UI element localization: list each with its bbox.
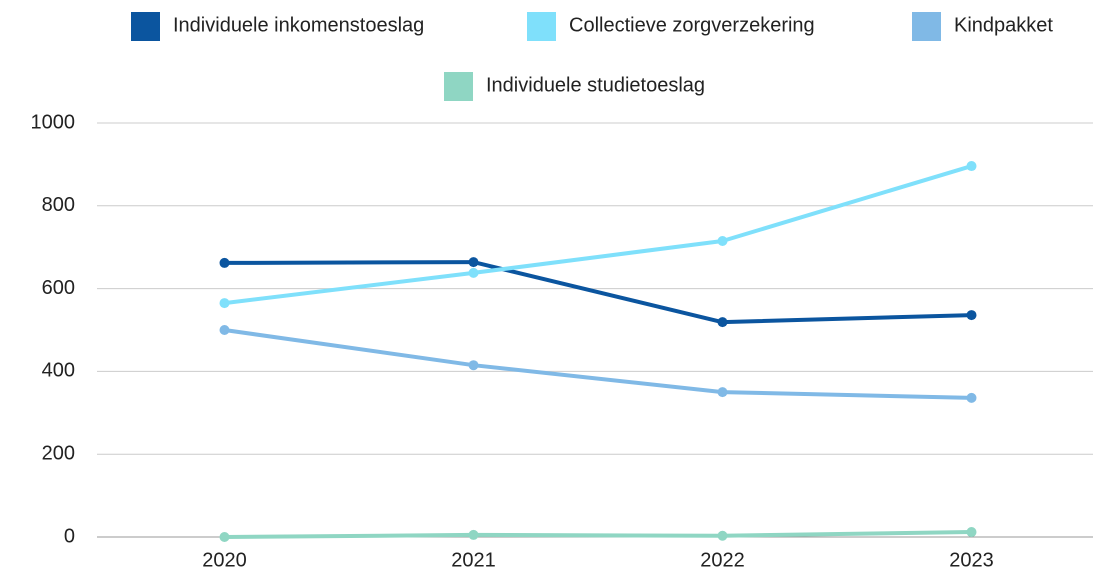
- data-point: [219, 257, 230, 268]
- x-tick-label: 2022: [700, 549, 745, 571]
- data-point: [468, 529, 479, 540]
- series-line: [224, 164, 973, 306]
- series-line: [224, 328, 972, 400]
- legend-label: Individuele inkomenstoeslag: [173, 14, 424, 36]
- y-tick-label: 1000: [31, 111, 76, 133]
- data-point: [468, 267, 479, 278]
- data-point: [966, 392, 977, 403]
- data-point: [219, 325, 230, 335]
- data-point: [468, 360, 479, 371]
- x-tick-label: 2020: [202, 549, 247, 571]
- data-point: [717, 387, 728, 398]
- x-tick-label: 2023: [949, 549, 994, 571]
- legend-label: Collectieve zorgverzekering: [569, 14, 815, 36]
- data-point: [966, 527, 977, 538]
- legend-label: Individuele studietoeslag: [486, 74, 705, 96]
- legend-swatch: [527, 12, 556, 41]
- y-tick-label: 800: [42, 194, 75, 216]
- series-line: [224, 260, 972, 325]
- data-point: [717, 235, 728, 246]
- data-point: [468, 257, 479, 268]
- x-tick-label: 2021: [451, 549, 496, 571]
- data-point: [717, 317, 728, 328]
- legend-swatch: [444, 72, 473, 101]
- data-point: [219, 532, 230, 542]
- data-point: [219, 298, 230, 309]
- series-line: [224, 530, 972, 539]
- data-point: [966, 310, 977, 321]
- data-point: [966, 161, 977, 172]
- legend-label: Kindpakket: [954, 14, 1053, 36]
- y-tick-label: 600: [42, 277, 75, 299]
- legend-swatch: [131, 12, 160, 41]
- y-tick-label: 400: [42, 360, 75, 382]
- y-tick-label: 200: [42, 442, 75, 464]
- y-tick-label: 0: [64, 525, 75, 547]
- data-point: [717, 530, 728, 541]
- legend-swatch: [912, 12, 941, 41]
